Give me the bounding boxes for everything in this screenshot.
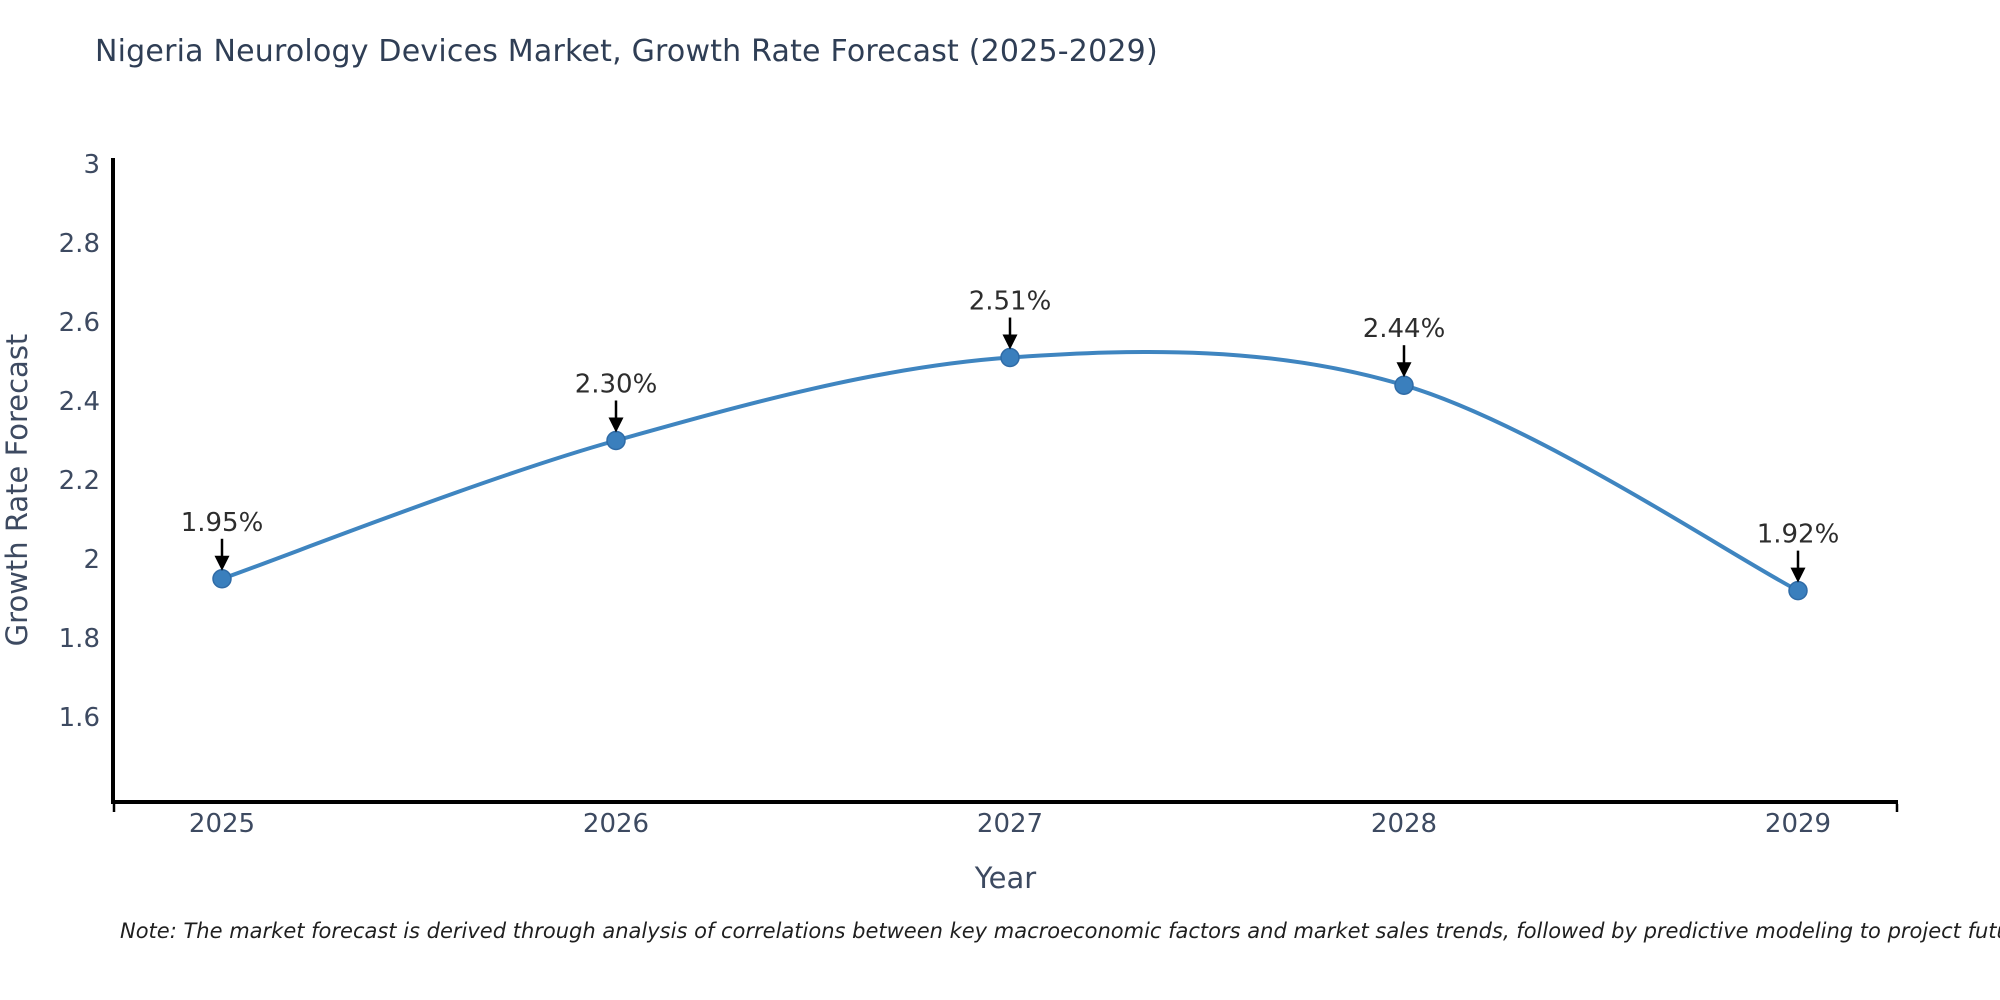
x-tick-label-2027: 2027 <box>977 809 1043 839</box>
annotation-arrow-head-2029 <box>1790 567 1806 583</box>
annotation-arrow-head-2025 <box>214 555 230 571</box>
x-axis-title: Year <box>974 861 1036 895</box>
data-point-label-2026: 2.30% <box>575 370 658 400</box>
methodology-note: Note: The market forecast is derived thr… <box>120 919 2000 943</box>
data-point-label-2027: 2.51% <box>969 287 1052 317</box>
annotation-arrow-head-2028 <box>1396 362 1412 378</box>
y-tick-label-2.2: 2.2 <box>59 466 100 496</box>
data-point-label-2029: 1.92% <box>1757 520 1840 550</box>
y-tick-label-3: 3 <box>83 150 100 180</box>
y-tick-label-1.8: 1.8 <box>59 624 100 654</box>
data-point-label-2028: 2.44% <box>1363 314 1446 344</box>
y-tick-label-1.6: 1.6 <box>59 703 100 733</box>
y-tick-label-2.8: 2.8 <box>59 229 100 259</box>
chart-title: Nigeria Neurology Devices Market, Growth… <box>95 34 1158 69</box>
y-axis-title: Growth Rate Forecast <box>0 334 34 647</box>
x-tick-label-2028: 2028 <box>1371 809 1437 839</box>
annotation-arrow-head-2027 <box>1002 334 1018 350</box>
x-tick-label-2025: 2025 <box>189 809 255 839</box>
axis-spines <box>111 158 1898 804</box>
data-point-marker-2029 <box>1788 580 1808 601</box>
y-tick-label-2.4: 2.4 <box>59 387 100 417</box>
data-point-marker-2026 <box>606 430 626 451</box>
y-tick-label-2: 2 <box>83 545 100 575</box>
y-tick-label-2.6: 2.6 <box>59 308 100 338</box>
annotation-arrow-head-2026 <box>608 417 624 433</box>
forecast-line <box>220 349 1800 593</box>
data-point-marker-2027 <box>1000 347 1020 368</box>
x-tick-label-2029: 2029 <box>1765 809 1831 839</box>
data-point-marker-2025 <box>212 569 232 589</box>
data-point-label-2025: 1.95% <box>181 508 264 538</box>
x-tick-label-2026: 2026 <box>583 809 649 839</box>
data-point-marker-2028 <box>1394 375 1414 395</box>
